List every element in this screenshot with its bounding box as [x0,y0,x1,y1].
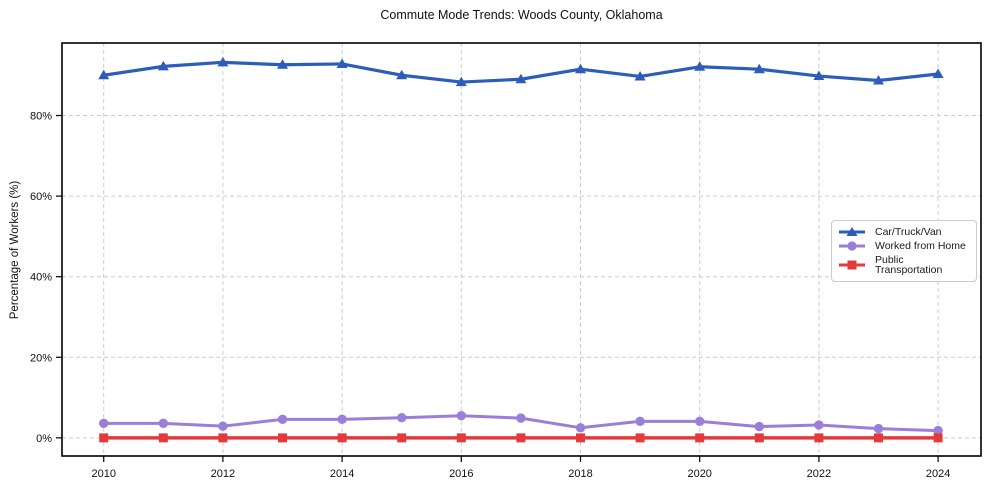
x-tick-label: 2022 [807,468,831,480]
data-point-marker [872,74,884,85]
legend-item-public-transportation: Public Transportation [838,255,970,276]
data-point-marker [753,63,765,74]
x-tick-label: 2010 [91,468,115,480]
chart-title: Commute Mode Trends: Woods County, Oklah… [380,8,663,22]
data-point-marker [99,433,109,443]
data-point-marker [933,433,943,443]
data-point-marker [635,433,645,443]
legend: Car/Truck/Van Worked from Home Public Tr… [831,220,977,282]
x-tick-label: 2012 [211,468,235,480]
data-point-marker [455,76,467,87]
data-point-marker [337,433,347,443]
data-point-marker [873,423,884,434]
data-point-marker [98,69,110,80]
data-point-marker [397,413,407,423]
data-point-marker [456,411,467,421]
y-tick-label: 80% [30,111,52,123]
worked-from-home-line-circle-icon [839,241,865,252]
x-tick-label: 2014 [330,468,354,480]
data-point-marker [397,433,407,443]
data-point-marker [754,421,764,432]
data-point-marker [456,433,466,443]
y-tick-label: 60% [30,191,52,203]
data-point-marker [576,433,586,443]
data-point-marker [575,63,587,74]
data-point-marker [277,59,289,69]
data-point-marker [694,61,706,71]
data-point-marker [575,423,586,433]
data-point-marker [218,421,228,431]
data-point-marker [99,418,109,429]
data-point-marker [634,70,646,81]
y-tick-label: 40% [30,272,52,284]
data-point-marker [278,433,288,443]
data-point-marker [635,416,645,427]
data-point-marker [336,58,348,68]
y-tick-label: 0% [36,433,52,445]
legend-label-public-transportation: Public Transportation [875,253,943,277]
data-point-marker [337,414,347,425]
data-point-marker [218,433,228,443]
data-point-marker [933,425,943,436]
car-truck-van-line-triangle-icon [839,227,865,237]
public-transportation-line-square-icon [839,260,865,270]
data-point-marker [873,433,883,443]
data-point-marker [813,70,825,81]
legend-label-car-truck-van: Car/Truck/Van [875,225,942,238]
legend-item-car-truck-van: Car/Truck/Van [838,226,970,238]
data-point-marker [814,420,824,430]
data-point-marker [158,418,169,429]
data-point-marker [516,413,526,423]
data-point-marker [695,433,705,443]
data-point-marker [157,60,169,71]
data-point-marker [158,433,168,443]
x-tick-label: 2018 [568,468,592,480]
data-point-marker [754,433,764,443]
data-point-marker [694,416,705,427]
plot-border [61,42,982,457]
data-point-marker [396,69,408,80]
data-point-marker [516,433,526,443]
y-tick-label: 20% [30,352,52,364]
data-point-marker [515,73,527,84]
legend-item-worked-from-home: Worked from Home [838,240,970,252]
legend-label-worked-from-home: Worked from Home [875,240,966,253]
data-point-marker [217,56,229,67]
data-point-marker [814,433,824,443]
x-tick-label: 2020 [687,468,711,480]
x-tick-label: 2016 [449,468,473,480]
data-point-marker [277,414,288,425]
data-point-marker [932,68,944,79]
x-tick-label: 2024 [926,468,950,480]
